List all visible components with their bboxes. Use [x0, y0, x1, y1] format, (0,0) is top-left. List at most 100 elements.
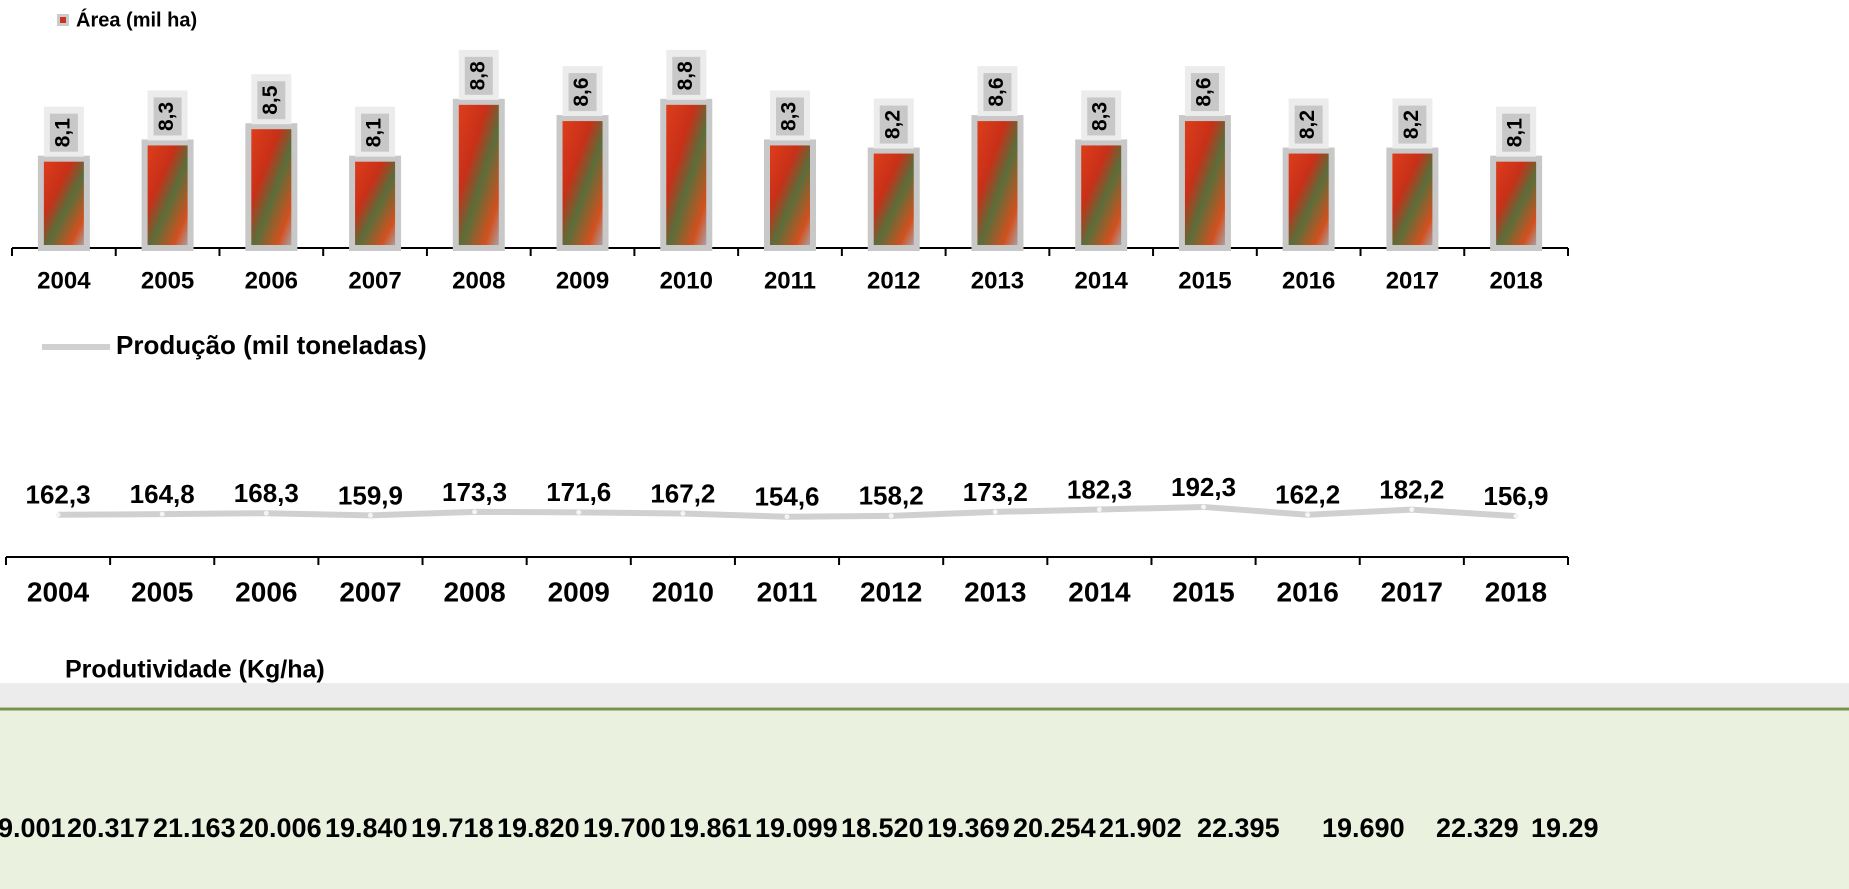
bar	[660, 98, 713, 251]
x-tick-label: 2010	[652, 576, 714, 607]
data-label: 8,1	[363, 118, 386, 148]
label-box	[1502, 113, 1531, 152]
x-tick-label: 2011	[764, 267, 816, 294]
bar	[37, 155, 90, 251]
x-tick-label: 2014	[1068, 576, 1131, 607]
bar	[1490, 155, 1543, 251]
point	[576, 509, 582, 515]
label-box	[1087, 97, 1116, 136]
x-tick-label: 2007	[339, 576, 401, 607]
label-box	[1294, 105, 1323, 144]
point	[55, 512, 61, 518]
bar	[556, 115, 609, 251]
label-box	[776, 97, 804, 136]
data-label: 8,3	[155, 102, 178, 131]
x-tick-label: 2017	[1381, 576, 1443, 607]
bar	[349, 155, 402, 251]
legend-label: Produção (mil toneladas)	[116, 330, 427, 360]
table-value: 22.329	[1436, 813, 1519, 843]
point	[1305, 512, 1311, 518]
x-tick-label: 2018	[1485, 576, 1547, 607]
label-box	[1190, 73, 1219, 112]
x-tick-label: 2018	[1489, 267, 1542, 294]
point	[159, 511, 165, 517]
point	[1096, 507, 1102, 513]
point	[1201, 504, 1207, 510]
bar	[245, 123, 298, 251]
x-tick-label: 2013	[971, 267, 1024, 294]
x-tick-label: 2017	[1386, 267, 1439, 294]
bar	[971, 115, 1024, 251]
bar	[452, 98, 505, 251]
data-label: 8,8	[466, 61, 489, 91]
data-label: 162,2	[1275, 480, 1340, 510]
x-tick-label: 2005	[141, 267, 194, 294]
x-tick-label: 2009	[548, 576, 610, 607]
data-label: 8,3	[778, 102, 801, 131]
x-tick-label: 2011	[757, 576, 818, 607]
point	[367, 512, 373, 518]
data-label: 8,2	[1400, 110, 1423, 139]
x-tick-label: 2008	[452, 267, 505, 294]
x-tick-label: 2012	[860, 576, 922, 607]
point	[472, 509, 478, 515]
table-value: 21.902	[1099, 813, 1182, 843]
x-tick-label: 2007	[348, 267, 401, 294]
table-value: 19.718	[411, 813, 494, 843]
label-box	[672, 56, 701, 95]
data-label: 156,9	[1483, 481, 1548, 511]
x-tick-label: 2012	[867, 267, 920, 294]
table-value: 22.395	[1197, 813, 1280, 843]
table-value: 19.369	[927, 813, 1010, 843]
x-tick-label: 2009	[556, 267, 609, 294]
label-box	[983, 73, 1012, 112]
x-tick-label: 2016	[1282, 267, 1335, 294]
data-label: 8,8	[674, 61, 697, 91]
table-value: 9.001	[0, 813, 66, 843]
x-tick-label: 2006	[235, 576, 297, 607]
label-box	[464, 56, 493, 95]
data-label: 154,6	[754, 482, 819, 512]
table-value: 19.820	[497, 813, 580, 843]
label-box	[153, 97, 182, 136]
table-value: 19.861	[669, 813, 752, 843]
bar	[1282, 147, 1335, 251]
data-label: 192,3	[1171, 472, 1236, 502]
x-tick-label: 2015	[1172, 576, 1234, 607]
x-tick-label: 2006	[245, 267, 298, 294]
data-label: 168,3	[234, 478, 299, 508]
data-label: 182,2	[1379, 474, 1444, 504]
x-tick-label: 2013	[964, 576, 1026, 607]
band	[0, 710, 1849, 889]
x-tick-label: 2014	[1075, 267, 1129, 294]
x-tick-label: 2004	[27, 576, 90, 607]
x-tick-label: 2005	[131, 576, 193, 607]
bar	[1386, 147, 1439, 251]
bar	[1075, 139, 1128, 251]
table-title: Produtividade (Kg/ha)	[65, 656, 325, 684]
data-label: 173,3	[442, 477, 507, 507]
data-label: 8,1	[51, 118, 74, 148]
label-box	[49, 113, 78, 152]
point	[680, 510, 686, 516]
data-label: 164,8	[130, 479, 195, 509]
data-label: 159,9	[338, 480, 403, 510]
label-box	[361, 113, 390, 152]
table-value: 20.006	[239, 813, 322, 843]
data-label: 8,6	[985, 77, 1008, 106]
point	[1513, 513, 1519, 519]
table-value: 19.700	[583, 813, 666, 843]
band	[0, 683, 1849, 707]
data-label: 162,3	[26, 480, 91, 510]
bar	[1178, 115, 1231, 251]
legend-label: Área (mil ha)	[76, 8, 197, 31]
point	[1409, 507, 1415, 513]
point	[784, 514, 790, 520]
table-value: 19.099	[755, 813, 838, 843]
x-tick-label: 2010	[660, 267, 713, 294]
x-tick-label: 2004	[37, 267, 91, 294]
data-label: 167,2	[650, 478, 715, 508]
table-value: 19.29	[1531, 813, 1599, 843]
